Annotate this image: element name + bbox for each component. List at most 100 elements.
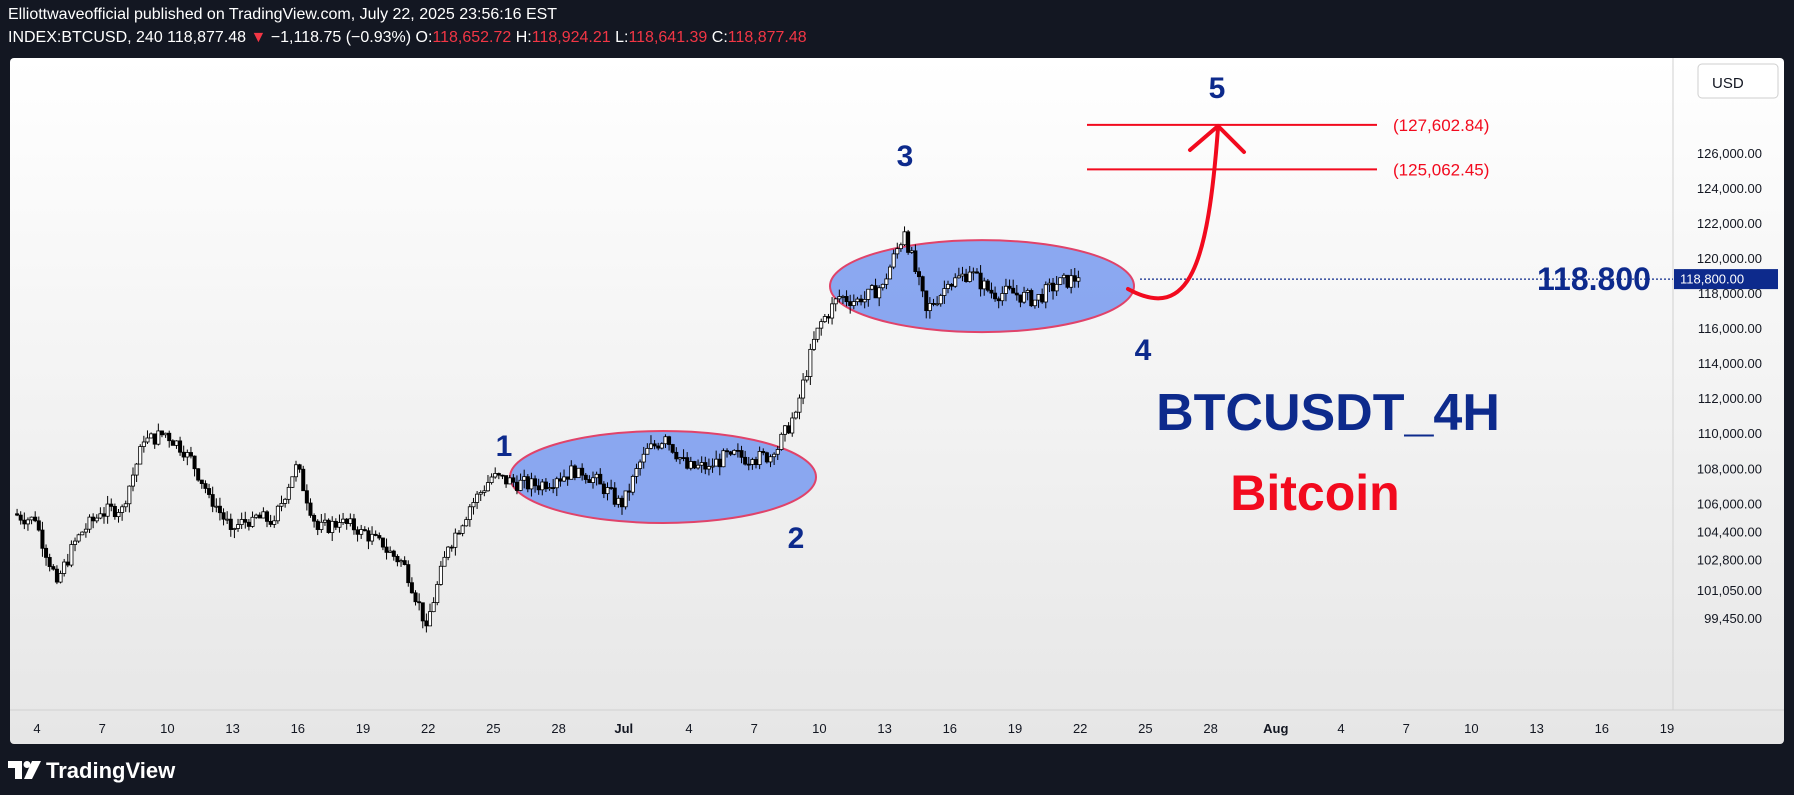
candle-body bbox=[22, 519, 27, 525]
candle-body bbox=[112, 505, 117, 518]
symbol-name[interactable]: INDEX:BTCUSD, 240 bbox=[8, 29, 163, 46]
candle-body bbox=[391, 550, 396, 557]
candle-body bbox=[438, 565, 443, 585]
candle-body bbox=[670, 444, 675, 453]
candle-body bbox=[210, 494, 215, 507]
candle-body bbox=[475, 493, 480, 503]
candle-body bbox=[304, 490, 309, 504]
candle-body bbox=[250, 516, 255, 527]
price-chart[interactable]: 126,000.00 124,000.00 122,000.00 120,000.00… bbox=[10, 58, 1784, 744]
candle-body bbox=[471, 502, 476, 508]
x-tick-label: Jul bbox=[614, 721, 633, 736]
candle-body bbox=[1036, 293, 1041, 301]
candle-body bbox=[761, 451, 766, 454]
candle-body bbox=[525, 476, 530, 490]
candle-body bbox=[565, 476, 570, 480]
candle-body bbox=[956, 275, 961, 279]
candle-body bbox=[587, 479, 592, 483]
candle-body bbox=[1061, 274, 1066, 279]
candle-body bbox=[815, 327, 820, 340]
chart-area[interactable]: 126,000.00 124,000.00 122,000.00 120,000.00… bbox=[10, 58, 1784, 744]
candle-body bbox=[533, 478, 538, 487]
candle-body bbox=[895, 248, 900, 255]
candle-body bbox=[522, 476, 527, 481]
x-tick-label: 7 bbox=[751, 721, 758, 736]
candle-body bbox=[326, 519, 331, 533]
candle-body bbox=[1029, 290, 1034, 307]
candle-body bbox=[207, 488, 212, 495]
candle-body bbox=[395, 556, 400, 563]
candle-body bbox=[768, 456, 773, 463]
candle-body bbox=[446, 546, 451, 558]
candle-body bbox=[514, 481, 519, 491]
candle-body bbox=[866, 288, 871, 300]
x-tick-label: 28 bbox=[1203, 721, 1217, 736]
x-tick-label: 13 bbox=[1529, 721, 1543, 736]
brand-text: TradingView bbox=[46, 758, 176, 783]
publisher-line: Elliottwaveofficial published on Trading… bbox=[8, 6, 558, 23]
candle-body bbox=[750, 459, 755, 465]
candle-body bbox=[424, 620, 429, 627]
candle-body bbox=[15, 513, 20, 516]
y-tick-label: 116,000.00 bbox=[1698, 321, 1762, 336]
candle-body bbox=[656, 445, 661, 449]
candle-body bbox=[591, 477, 596, 483]
candle-body bbox=[746, 463, 751, 466]
candle-body bbox=[627, 490, 632, 493]
down-arrow-icon: ▼ bbox=[250, 29, 267, 46]
candle-body bbox=[862, 299, 867, 303]
candle-body bbox=[25, 519, 30, 525]
candle-body bbox=[181, 451, 186, 458]
candle-body bbox=[543, 481, 548, 490]
tradingview-logo-icon bbox=[8, 761, 41, 779]
y-tick-label: 102,800.00 bbox=[1697, 552, 1762, 567]
candle-body bbox=[891, 253, 896, 268]
candle-body bbox=[500, 474, 505, 477]
candle-body bbox=[996, 298, 1001, 302]
candle-body bbox=[851, 301, 856, 306]
candle-body bbox=[373, 533, 378, 536]
x-tick-label: 22 bbox=[421, 721, 435, 736]
projection-arrow-head-icon bbox=[1188, 124, 1246, 154]
candle-body bbox=[460, 525, 465, 534]
candle-body bbox=[869, 285, 874, 290]
candle-body bbox=[322, 519, 327, 523]
candle-body bbox=[786, 425, 791, 434]
candle-body bbox=[551, 487, 556, 489]
x-tick-label: 22 bbox=[1073, 721, 1087, 736]
candle-body bbox=[801, 379, 806, 399]
candle-body bbox=[504, 475, 509, 485]
candle-body bbox=[236, 524, 241, 529]
candle-body bbox=[775, 449, 780, 455]
candle-body bbox=[159, 430, 164, 436]
level-price-badge bbox=[1674, 269, 1778, 290]
x-tick-label: 7 bbox=[99, 721, 106, 736]
chart-header: Elliottwaveofficial published on Trading… bbox=[0, 0, 1794, 58]
candle-body bbox=[87, 516, 92, 530]
currency-button[interactable] bbox=[1697, 63, 1779, 99]
candle-body bbox=[735, 449, 740, 452]
target-label-1: (127,602.84) bbox=[1393, 116, 1489, 135]
candle-body bbox=[927, 303, 932, 312]
candle-body bbox=[619, 497, 624, 508]
candle-body bbox=[290, 476, 295, 488]
candle-body bbox=[145, 437, 150, 443]
candle-body bbox=[192, 455, 197, 470]
candle-body bbox=[913, 250, 918, 273]
candle-body bbox=[435, 584, 440, 604]
candle-body bbox=[605, 487, 610, 495]
candle-body bbox=[703, 462, 708, 470]
x-tick-label: 16 bbox=[291, 721, 305, 736]
candle-body bbox=[453, 532, 458, 548]
candle-body bbox=[482, 490, 487, 493]
candle-body bbox=[312, 514, 317, 522]
y-tick-label: 122,000.00 bbox=[1697, 216, 1762, 231]
candle-body bbox=[985, 280, 990, 291]
candle-body bbox=[612, 487, 617, 505]
candle-body bbox=[370, 533, 375, 542]
candle-body bbox=[105, 503, 110, 517]
candle-body bbox=[1058, 277, 1063, 285]
y-tick-label: 108,000.00 bbox=[1697, 461, 1762, 476]
candle-body bbox=[485, 482, 490, 492]
candle-body bbox=[884, 278, 889, 285]
